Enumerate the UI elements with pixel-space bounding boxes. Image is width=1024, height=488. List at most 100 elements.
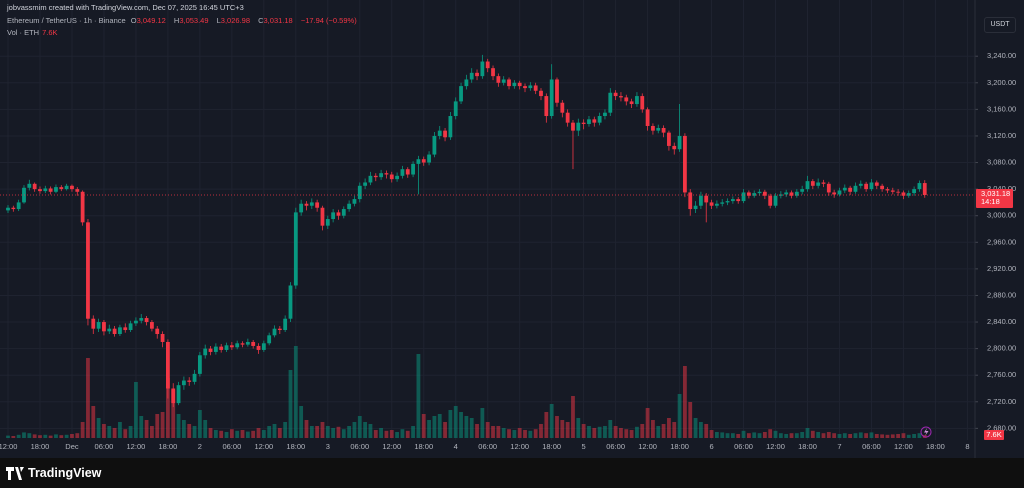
volume-bar (800, 432, 805, 438)
candle-body (906, 193, 911, 196)
candle-body (613, 92, 618, 97)
y-tick-label: 2,880.00 (987, 290, 1016, 299)
volume-label: Vol · ETH (7, 28, 40, 37)
candle-body (773, 195, 778, 206)
ohlc-key: C (258, 16, 264, 25)
x-tick-label: 12:00 (766, 442, 785, 451)
candle-body (389, 174, 394, 180)
volume-bar (261, 430, 266, 438)
candle-body (736, 199, 741, 202)
volume-bar (22, 432, 26, 438)
candle-body (368, 175, 373, 183)
volume-bar (864, 433, 869, 438)
candle-body (395, 175, 399, 180)
volume-bar (437, 414, 442, 438)
candle-body (341, 209, 346, 216)
volume-bar (533, 429, 538, 438)
candle-body (118, 327, 122, 334)
volume-bar (224, 432, 229, 438)
volume-bar (794, 433, 799, 438)
candle-body (565, 112, 570, 123)
candle-body (176, 385, 181, 404)
x-tick-label: 18:00 (926, 442, 945, 451)
volume-bar (832, 433, 837, 438)
candle-body (123, 327, 128, 331)
volume-bar (235, 430, 240, 438)
volume-bar (64, 434, 69, 438)
volume-bar (480, 408, 485, 438)
candle-body (677, 135, 682, 150)
volume-bar (352, 422, 357, 438)
volume-bar (128, 426, 133, 438)
candle-body (107, 328, 112, 332)
candle-body (656, 127, 661, 131)
candle-body (197, 355, 202, 374)
candle-body (693, 205, 698, 210)
volume-bar (912, 434, 916, 438)
volume-bar (181, 420, 186, 438)
candle-body (309, 202, 314, 206)
volume-bar (6, 435, 10, 438)
ohlc: H3,053.49 (174, 16, 212, 25)
candle-body (283, 318, 288, 331)
volume-bar (917, 433, 922, 438)
candle-body (155, 328, 160, 334)
currency-button[interactable]: USDT (984, 17, 1016, 33)
volume-bar (693, 418, 698, 438)
x-tick-label: 06:00 (734, 442, 753, 451)
candle-body (299, 203, 304, 213)
candle-body (512, 82, 517, 87)
volume-bar (464, 416, 469, 438)
volume-bar (544, 412, 549, 438)
volume-bar (837, 434, 842, 438)
candle-body (357, 185, 362, 200)
volume-bar (11, 436, 16, 438)
candle-body (480, 61, 485, 77)
volume-bar (901, 433, 906, 438)
volume-bar (96, 418, 101, 438)
volume-bar (491, 426, 495, 438)
volume-bar (134, 382, 138, 438)
volume-bar (645, 408, 650, 438)
candle-body (219, 346, 224, 350)
volume-bar (752, 432, 757, 438)
volume-bar (405, 430, 410, 438)
candle-body (453, 101, 458, 117)
candle-body (874, 182, 879, 186)
candle-body (768, 195, 773, 206)
candle-body (885, 189, 890, 191)
last-price-label: 3,031.18 (981, 189, 1010, 198)
volume-bar (688, 402, 693, 438)
volume-bar (651, 420, 655, 438)
y-tick-label: 2,920.00 (987, 264, 1016, 273)
x-tick-label: 06:00 (222, 442, 241, 451)
candle-body (848, 187, 853, 192)
volume-bar (347, 426, 352, 438)
candle-body (352, 199, 357, 204)
volume-bar (251, 430, 256, 438)
volume-bar (192, 426, 197, 438)
volume-bar (677, 394, 682, 438)
candle-body (59, 187, 64, 190)
credit: jobvassmim created with TradingView.com,… (7, 3, 244, 12)
volume-bar (293, 346, 298, 438)
volume-bar (112, 428, 117, 438)
x-tick-label: 2 (198, 442, 202, 451)
volume-bar (757, 433, 762, 438)
volume-bar (896, 434, 901, 438)
candle-body (757, 191, 762, 194)
candle-body (544, 96, 549, 117)
volume-bar (336, 426, 341, 438)
x-tick-label: 5 (582, 442, 586, 451)
volume-bar (427, 420, 431, 438)
candle-body (725, 201, 730, 203)
candle-body (896, 191, 901, 193)
volume-bar (581, 424, 586, 438)
candle-body (560, 102, 565, 113)
volume-bar (421, 414, 426, 438)
volume-bar (608, 420, 613, 438)
volume-bar (43, 434, 48, 438)
candle-body (917, 183, 922, 190)
x-tick-label: 3 (326, 442, 330, 451)
volume-bar (699, 422, 703, 438)
